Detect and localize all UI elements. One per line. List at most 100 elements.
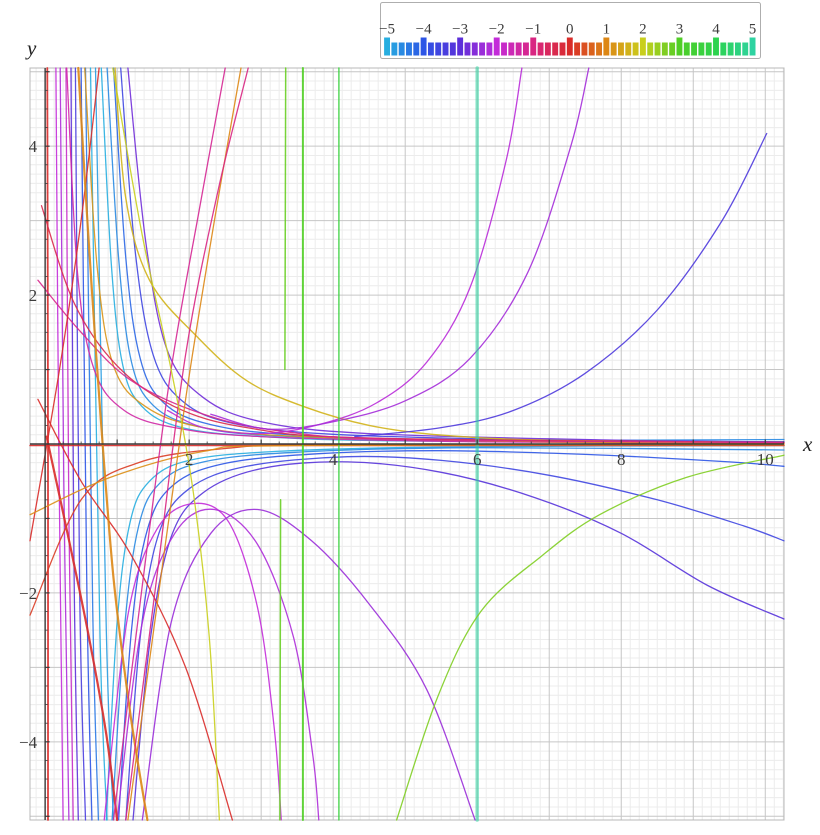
x-tick-label: 2 bbox=[185, 450, 194, 469]
legend-color-swatch bbox=[457, 37, 464, 56]
solution-curve bbox=[37, 398, 234, 821]
legend-color-swatch bbox=[486, 42, 493, 56]
legend-color-swatch bbox=[471, 42, 478, 56]
legend-color-swatch bbox=[625, 42, 632, 56]
legend-color-swatch bbox=[618, 42, 624, 56]
solution-curve bbox=[105, 444, 785, 821]
x-tick-label: 6 bbox=[473, 450, 482, 469]
legend-color-swatch bbox=[713, 37, 719, 56]
solution-curve bbox=[29, 443, 785, 616]
legend-color-swatch bbox=[669, 42, 676, 56]
solution-curve bbox=[117, 450, 785, 821]
legend-color-swatch bbox=[398, 42, 405, 56]
axes bbox=[30, 68, 784, 820]
legend-color-swatch bbox=[493, 37, 500, 56]
legend-color-swatch bbox=[544, 42, 551, 56]
solution-curve bbox=[127, 67, 242, 821]
legend-color-swatch bbox=[384, 37, 390, 56]
legend-color-swatch bbox=[406, 42, 412, 56]
legend-color-swatch bbox=[727, 42, 734, 56]
solution-curve bbox=[127, 67, 785, 443]
legend-tick-label: −4 bbox=[416, 22, 432, 38]
legend-color-swatch bbox=[479, 42, 486, 56]
legend-tick-label: −1 bbox=[525, 22, 541, 38]
legend-color-swatch bbox=[705, 42, 712, 56]
legend-color-swatch bbox=[501, 42, 507, 56]
y-tick-label: 4 bbox=[29, 137, 38, 156]
legend-tick-label: 3 bbox=[676, 22, 684, 38]
solution-curve bbox=[395, 454, 785, 821]
legend-color-swatch bbox=[574, 42, 581, 56]
legend-color-swatch bbox=[654, 42, 661, 56]
solution-curve bbox=[111, 447, 785, 821]
solution-curve bbox=[103, 502, 282, 821]
legend-color-swatch bbox=[691, 42, 698, 56]
solution-curve bbox=[166, 67, 523, 435]
legend-color-swatch bbox=[515, 42, 522, 56]
legend-tick-label: −3 bbox=[452, 22, 468, 38]
solution-curve bbox=[116, 508, 320, 821]
legend-color-swatch bbox=[742, 42, 749, 56]
legend-color-swatch bbox=[530, 37, 537, 56]
solution-curve bbox=[29, 67, 100, 542]
legend-color-swatch bbox=[442, 42, 449, 56]
legend-color-swatch bbox=[427, 42, 434, 56]
legend-color-swatch bbox=[522, 42, 529, 56]
solution-curve bbox=[125, 67, 249, 821]
solution-curve bbox=[354, 132, 768, 438]
legend-color-swatch bbox=[581, 42, 588, 56]
solution-curve bbox=[65, 67, 74, 821]
solution-curves bbox=[29, 66, 785, 822]
legend-tick-label: −2 bbox=[489, 22, 505, 38]
legend-color-swatch bbox=[661, 42, 668, 56]
legend-color-swatch bbox=[676, 37, 683, 56]
solution-curve bbox=[59, 67, 70, 821]
legend-color-swatch bbox=[720, 42, 727, 56]
solution-curve bbox=[210, 67, 590, 430]
legend-color-swatch bbox=[632, 42, 639, 56]
solution-curve bbox=[77, 66, 149, 822]
solution-curve bbox=[132, 461, 785, 821]
legend-color-swatch bbox=[683, 42, 690, 56]
solution-curve bbox=[284, 67, 287, 371]
legend-tick-label: 4 bbox=[712, 22, 720, 38]
legend-color-swatch bbox=[413, 42, 420, 56]
legend-color-swatch bbox=[749, 37, 756, 56]
legend-tick-label: 0 bbox=[566, 22, 574, 38]
solution-curve bbox=[141, 508, 476, 821]
legend-color-swatch bbox=[537, 42, 544, 56]
legend-color-swatch bbox=[639, 37, 646, 56]
x-tick-label: 8 bbox=[617, 450, 626, 469]
solution-curve bbox=[112, 67, 785, 443]
solution-curve bbox=[45, 435, 119, 822]
solution-curve bbox=[125, 455, 785, 821]
y-tick-label: −2 bbox=[19, 584, 37, 603]
y-tick-label: 2 bbox=[29, 286, 38, 305]
solution-curve bbox=[112, 67, 226, 821]
legend-color-swatch bbox=[698, 42, 705, 56]
solution-curve bbox=[89, 67, 108, 821]
x-axis-label: x bbox=[802, 432, 813, 456]
solution-curve bbox=[80, 67, 93, 821]
x-tick-label: 4 bbox=[329, 450, 338, 469]
solution-curve bbox=[279, 499, 282, 821]
tick-labels: 2 4 6 8 10 −4 −2 2 4 bbox=[19, 137, 774, 752]
legend-color-swatch bbox=[552, 42, 559, 56]
legend-color-swatch bbox=[734, 42, 741, 56]
legend-tick-label: 2 bbox=[639, 22, 647, 38]
solution-curve bbox=[29, 444, 785, 516]
legend-color-swatch bbox=[420, 37, 427, 56]
solution-curve bbox=[112, 67, 221, 821]
legend-color-swatch bbox=[391, 42, 398, 56]
solution-curve bbox=[74, 67, 87, 821]
legend-color-swatch bbox=[449, 42, 456, 56]
x-tick-label: 10 bbox=[757, 450, 774, 469]
legend-color-swatch bbox=[435, 42, 442, 56]
legend-color-swatch bbox=[596, 42, 602, 56]
legend-color-swatch bbox=[559, 42, 566, 56]
legend-tick-label: 5 bbox=[749, 22, 757, 38]
legend-color-swatch bbox=[603, 37, 610, 56]
